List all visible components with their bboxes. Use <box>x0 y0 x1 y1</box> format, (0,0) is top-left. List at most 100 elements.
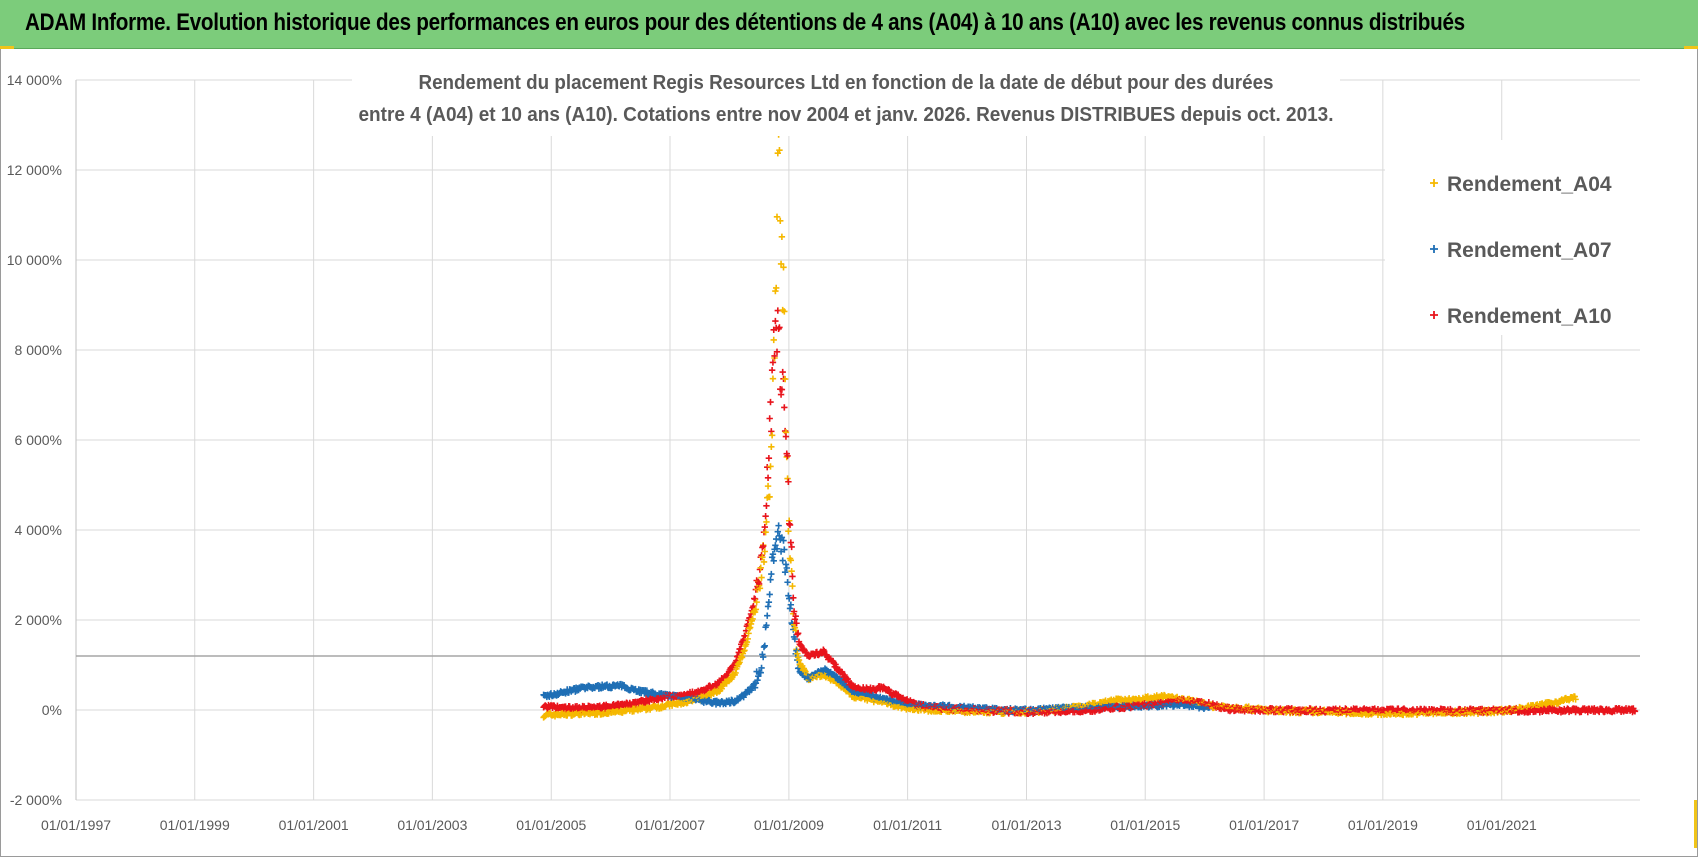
data-point-rendement_a04 <box>738 654 746 661</box>
data-point-rendement_a07 <box>781 546 788 553</box>
data-point-rendement_a10 <box>755 580 763 588</box>
data-point-rendement_a10 <box>777 391 785 398</box>
data-point-rendement_a10 <box>793 620 800 627</box>
y-tick-label: 8 000% <box>15 342 62 358</box>
x-tick-label: 01/01/1997 <box>41 817 111 833</box>
data-point-rendement_a04 <box>789 582 796 590</box>
data-point-rendement_a10 <box>790 594 797 602</box>
data-point-rendement_a04 <box>801 667 808 674</box>
data-point-rendement_a04 <box>757 564 764 572</box>
y-axis-labels: 14 000% 12 000% 10 000% 8 000% 6 000% 4 000% 2… <box>7 72 62 808</box>
data-point-rendement_a04 <box>785 528 792 535</box>
chart-title-line-1: Rendement du placement Regis Resources L… <box>419 72 1274 94</box>
legend-label-rendement_a10: Rendement_A10 <box>1447 305 1612 328</box>
data-point-rendement_a07 <box>770 557 777 565</box>
data-point-rendement_a10 <box>790 608 798 615</box>
data-point-rendement_a07 <box>783 564 790 572</box>
data-point-rendement_a10 <box>768 367 776 374</box>
y-tick-label: 12 000% <box>7 162 62 178</box>
data-point-rendement_a04 <box>777 217 784 225</box>
data-point-rendement_a10 <box>782 433 790 440</box>
data-point-rendement_a04 <box>764 482 772 490</box>
data-point-rendement_a10 <box>775 325 782 332</box>
data-point-rendement_a04 <box>777 260 785 268</box>
data-point-rendement_a04 <box>746 625 753 632</box>
x-tick-label: 01/01/2015 <box>1110 817 1180 833</box>
grid <box>75 79 1640 801</box>
x-tick-label: 01/01/2013 <box>991 817 1061 833</box>
data-point-rendement_a07 <box>643 687 651 694</box>
y-tick-label: 14 000% <box>7 72 62 88</box>
data-point-rendement_a04 <box>727 674 734 682</box>
legend-label-rendement_a07: Rendement_A07 <box>1447 239 1612 262</box>
data-point-rendement_a10 <box>792 613 799 620</box>
data-point-rendement_a10 <box>761 523 769 531</box>
corner-accent-top-left <box>0 46 14 49</box>
x-tick-label: 01/01/2017 <box>1229 817 1299 833</box>
data-point-rendement_a04 <box>752 606 760 613</box>
data-point-rendement_a10 <box>789 573 796 580</box>
data-point-rendement_a04 <box>762 528 769 536</box>
data-point-rendement_a04 <box>736 659 743 666</box>
data-point-rendement_a10 <box>794 630 802 637</box>
header-banner: ADAM Informe. Evolution historique des p… <box>0 0 1698 49</box>
x-tick-label: 01/01/2019 <box>1348 817 1418 833</box>
data-point-rendement_a04 <box>745 630 752 637</box>
data-point-rendement_a04 <box>746 624 754 631</box>
data-point-rendement_a07 <box>761 642 769 649</box>
data-point-rendement_a07 <box>764 603 772 610</box>
legend-label-rendement_a04: Rendement_A04 <box>1447 173 1612 196</box>
data-point-rendement_a10 <box>762 512 769 520</box>
data-point-rendement_a10 <box>750 602 757 610</box>
data-point-rendement_a10 <box>771 352 778 360</box>
data-point-rendement_a07 <box>772 542 779 549</box>
data-point-rendement_a10 <box>787 539 795 546</box>
data-point-rendement_a10 <box>764 474 772 482</box>
data-point-rendement_a10 <box>767 398 774 406</box>
data-point-rendement_a07 <box>767 576 774 583</box>
data-point-rendement_a04 <box>787 557 795 564</box>
data-point-rendement_a10 <box>776 324 783 331</box>
data-point-rendement_a04 <box>776 147 783 154</box>
data-point-rendement_a07 <box>793 647 800 654</box>
x-tick-label: 01/01/2011 <box>873 817 942 833</box>
x-tick-label: 01/01/2005 <box>516 817 586 833</box>
data-point-rendement_a07 <box>757 669 764 676</box>
data-point-rendement_a07 <box>758 664 765 672</box>
y-tick-label: 10 000% <box>7 252 62 268</box>
data-point-rendement_a07 <box>791 635 799 643</box>
data-point-rendement_a04 <box>794 650 801 657</box>
data-point-rendement_a10 <box>759 542 767 550</box>
data-point-rendement_a07 <box>781 569 789 576</box>
data-point-rendement_a07 <box>787 601 795 608</box>
data-point-rendement_a04 <box>732 669 739 677</box>
data-point-rendement_a04 <box>749 615 756 623</box>
data-point-rendement_a10 <box>766 415 773 422</box>
data-point-rendement_a04 <box>766 493 773 501</box>
data-point-rendement_a10 <box>765 454 773 462</box>
data-point-rendement_a04 <box>767 463 774 470</box>
data-point-rendement_a07 <box>784 579 791 586</box>
y-tick-label: 4 000% <box>15 522 62 538</box>
data-point-rendement_a10 <box>781 404 788 411</box>
data-point-rendement_a04 <box>743 638 751 646</box>
data-point-rendement_a04 <box>763 518 770 526</box>
legend-marker-rendement_a07 <box>1430 245 1438 253</box>
data-point-rendement_a04 <box>784 475 791 482</box>
data-point-rendement_a10 <box>735 649 742 656</box>
data-point-rendement_a04 <box>747 620 755 628</box>
data-point-rendement_a07 <box>766 591 773 598</box>
data-point-rendement_a04 <box>773 213 781 221</box>
data-point-rendement_a07 <box>775 522 782 529</box>
data-point-rendement_a04 <box>735 660 742 667</box>
data-point-rendement_a10 <box>847 679 855 687</box>
data-point-rendement_a04 <box>753 598 760 606</box>
data-point-rendement_a10 <box>773 348 781 356</box>
data-point-rendement_a10 <box>778 386 786 393</box>
data-point-rendement_a04 <box>760 558 768 566</box>
data-point-rendement_a07 <box>755 673 762 680</box>
x-tick-label: 01/01/1999 <box>160 817 230 833</box>
data-point-rendement_a07 <box>786 605 794 612</box>
legend: Rendement_A04 Rendement_A07 Rendement_A10 <box>1385 140 1640 335</box>
data-point-rendement_a10 <box>768 428 775 435</box>
